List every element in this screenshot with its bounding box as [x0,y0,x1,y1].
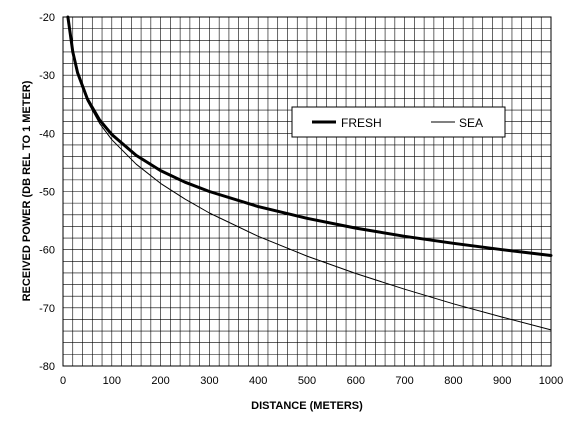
x-tick-label: 100 [103,375,121,387]
x-axis-label: DISTANCE (METERS) [251,400,363,412]
x-tick-label: 300 [200,375,218,387]
x-axis-ticks: 0 100 200 300 400 500 600 700 800 900 1000 [60,375,563,387]
x-tick-label: 800 [444,375,462,387]
x-tick-label: 700 [395,375,413,387]
y-axis-label: RECEIVED POWER (DB REL TO 1 METER) [21,80,33,301]
y-tick-label: -40 [39,128,55,140]
x-tick-label: 900 [493,375,511,387]
x-tick-label: 400 [249,375,267,387]
y-tick-label: -80 [39,361,55,373]
x-tick-label: 0 [60,375,66,387]
grid [63,17,551,366]
legend: FRESH SEA [291,106,506,138]
series-layer [66,15,553,331]
x-tick-label: 200 [151,375,169,387]
y-tick-label: -60 [39,245,55,257]
x-tick-label: 500 [298,375,316,387]
y-tick-label: -50 [39,187,55,199]
y-tick-label: -30 [39,70,55,82]
plot-area-frame [62,16,552,367]
y-tick-label: -20 [39,12,55,24]
x-tick-label: 1000 [539,375,563,387]
x-tick-label: 600 [347,375,365,387]
y-axis-ticks: -20 -30 -40 -50 -60 -70 -80 [39,12,55,373]
legend-label-fresh: FRESH [341,116,382,130]
y-tick-label: -70 [39,303,55,315]
legend-label-sea: SEA [459,116,483,130]
series-line-sea [67,16,552,331]
series-line-fresh [66,15,553,257]
